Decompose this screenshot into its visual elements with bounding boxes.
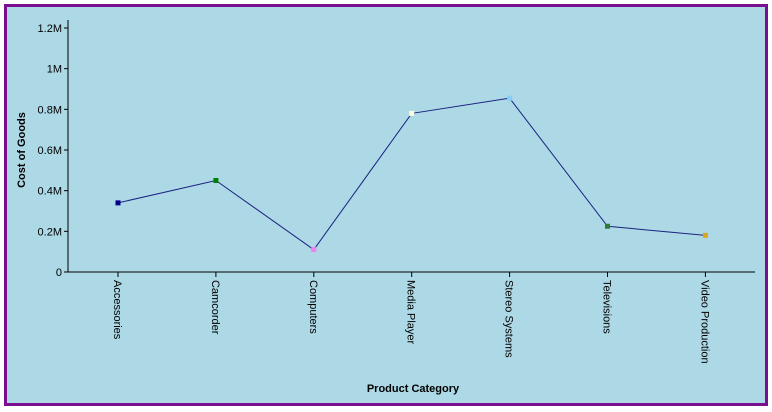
x-tick-label: Stereo Systems: [503, 280, 515, 358]
y-tick-label: 0.8M: [38, 104, 62, 116]
y-axis: 0 0.2M 0.4M 0.6M 0.8M 1M 1.2M: [38, 20, 69, 279]
data-point-marker[interactable]: [213, 178, 219, 183]
data-point-marker[interactable]: [311, 247, 317, 253]
data-point-marker[interactable]: [507, 95, 513, 101]
y-tick-label: 1.2M: [38, 23, 62, 35]
y-tick-label: 1M: [47, 64, 62, 76]
data-point-marker[interactable]: [702, 232, 708, 238]
data-point-marker[interactable]: [115, 200, 121, 206]
x-tick-label: Computers: [307, 280, 319, 334]
chart-frame: [4, 4, 768, 406]
y-axis-title: Cost of Goods: [16, 112, 28, 188]
x-tick-label: Camcorder: [209, 280, 221, 335]
x-tick-label: Televisions: [601, 280, 613, 334]
x-tick-label: Video Production: [698, 280, 710, 364]
data-point-marker[interactable]: [605, 223, 610, 229]
data-point-marker[interactable]: [409, 110, 415, 116]
y-tick-label: 0: [56, 267, 62, 279]
x-axis-title: Product Category: [367, 383, 460, 395]
x-tick-label: Media Player: [405, 280, 417, 345]
y-tick-label: 0.6M: [38, 145, 62, 157]
y-tick-label: 0.2M: [38, 226, 62, 238]
x-axis: Accessories Camcorder Computers Media Playe…: [68, 271, 755, 364]
series-polyline: [117, 97, 706, 251]
y-tick-label: 0.4M: [38, 186, 62, 198]
series-line: [115, 95, 708, 253]
x-tick-label: Accessories: [111, 280, 123, 340]
